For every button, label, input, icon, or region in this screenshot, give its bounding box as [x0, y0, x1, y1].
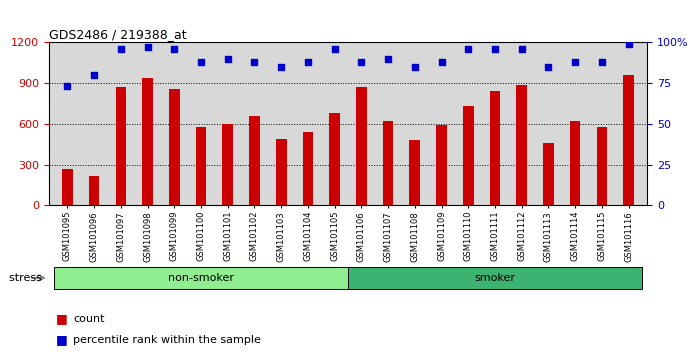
- Bar: [223, 124, 233, 205]
- Bar: [249, 116, 260, 205]
- Point: [383, 56, 394, 62]
- Text: percentile rank within the sample: percentile rank within the sample: [73, 335, 261, 345]
- Bar: [596, 127, 607, 205]
- Point: [543, 64, 554, 70]
- Bar: [89, 176, 100, 205]
- Point: [596, 59, 608, 65]
- Bar: [276, 139, 287, 205]
- Bar: [303, 132, 313, 205]
- Point: [276, 64, 287, 70]
- Bar: [329, 113, 340, 205]
- Bar: [348, 267, 642, 289]
- Bar: [463, 106, 473, 205]
- Bar: [516, 85, 527, 205]
- Text: count: count: [73, 314, 104, 324]
- Point: [329, 46, 340, 52]
- Point: [463, 46, 474, 52]
- Bar: [116, 87, 126, 205]
- Point: [302, 59, 313, 65]
- Bar: [383, 120, 393, 205]
- Point: [249, 59, 260, 65]
- Point: [489, 46, 500, 52]
- Bar: [54, 267, 348, 289]
- Text: ■: ■: [56, 312, 68, 325]
- Point: [436, 59, 447, 65]
- Bar: [62, 169, 73, 205]
- Point: [569, 59, 580, 65]
- Bar: [409, 140, 420, 205]
- Text: GDS2486 / 219388_at: GDS2486 / 219388_at: [49, 28, 187, 41]
- Point: [356, 59, 367, 65]
- Bar: [543, 143, 554, 205]
- Text: ■: ■: [56, 333, 68, 346]
- Bar: [142, 78, 153, 205]
- Text: stress: stress: [9, 273, 45, 283]
- Bar: [169, 88, 180, 205]
- Point: [116, 46, 127, 52]
- Point: [623, 41, 634, 47]
- Point: [62, 84, 73, 89]
- Point: [222, 56, 233, 62]
- Point: [409, 64, 420, 70]
- Point: [142, 45, 153, 50]
- Bar: [436, 125, 447, 205]
- Bar: [623, 75, 634, 205]
- Point: [516, 46, 528, 52]
- Bar: [489, 91, 500, 205]
- Bar: [196, 127, 207, 205]
- Point: [168, 46, 180, 52]
- Point: [88, 72, 100, 78]
- Text: smoker: smoker: [475, 273, 516, 283]
- Point: [196, 59, 207, 65]
- Bar: [570, 120, 580, 205]
- Bar: [356, 87, 367, 205]
- Text: non-smoker: non-smoker: [168, 273, 234, 283]
